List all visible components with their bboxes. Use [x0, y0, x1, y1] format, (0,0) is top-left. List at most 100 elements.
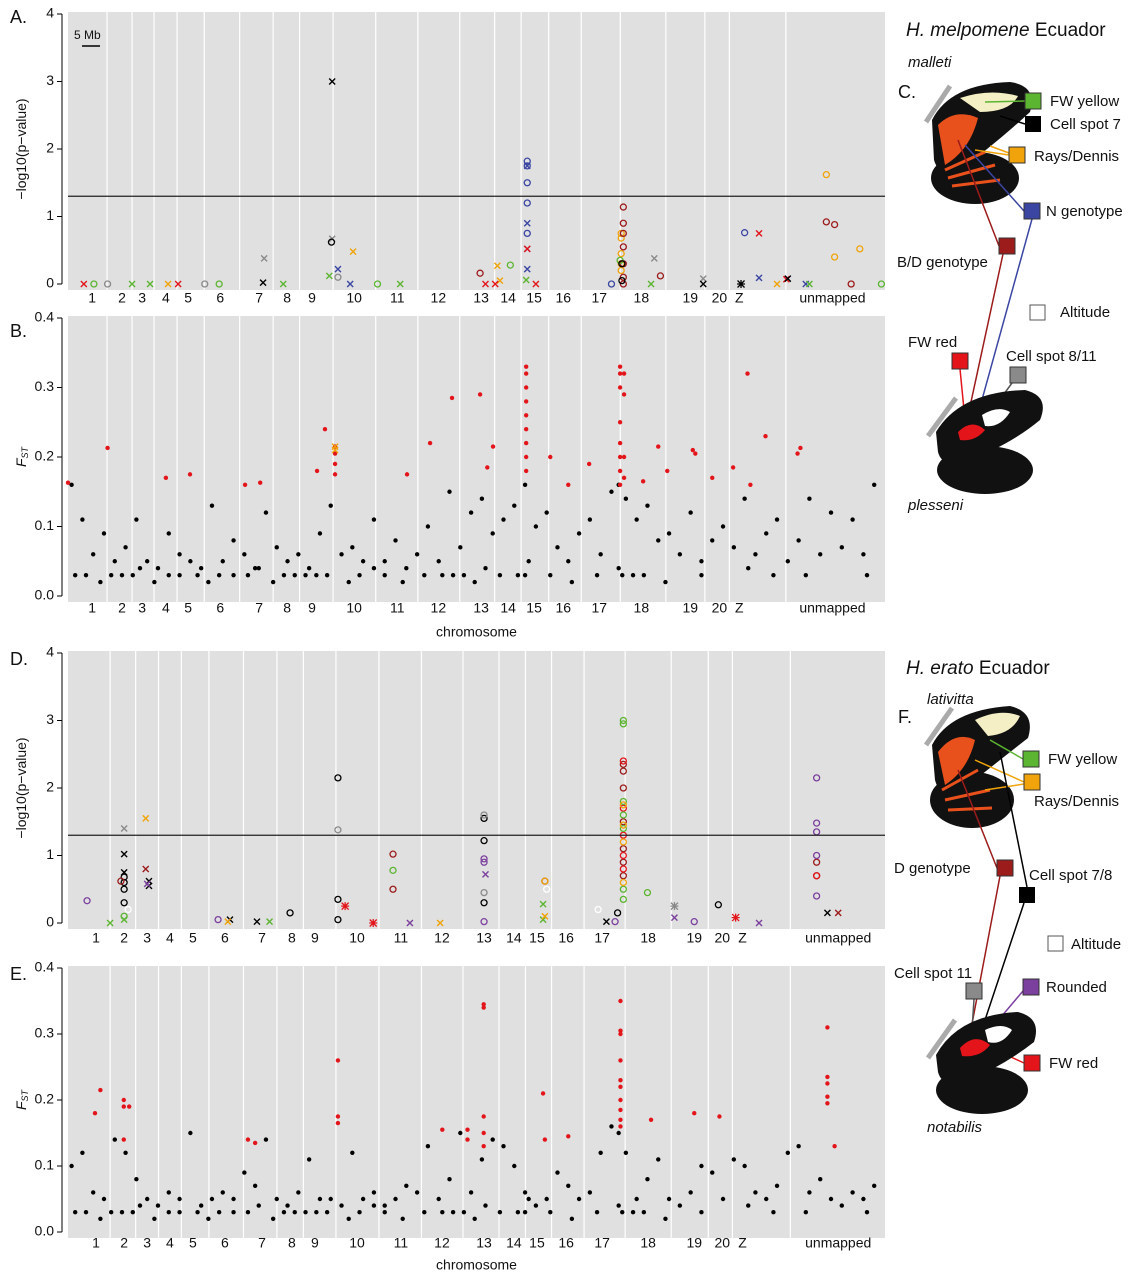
point: [617, 371, 623, 376]
point: [812, 872, 821, 880]
point: [710, 475, 715, 481]
point: [121, 1097, 126, 1103]
x-tick-label: 11: [394, 1235, 409, 1251]
node-label: FW yellow: [1048, 751, 1117, 768]
point: [174, 280, 182, 288]
point: [198, 1203, 204, 1208]
point: [619, 720, 627, 728]
form-label: lativitta: [927, 691, 974, 708]
point: [619, 845, 627, 853]
point: [523, 413, 529, 418]
node: [951, 352, 969, 370]
point: [630, 1210, 636, 1215]
point: [231, 1196, 236, 1202]
point: [755, 229, 763, 237]
node: [996, 859, 1014, 877]
point: [850, 1190, 855, 1195]
y-axis-title: FST: [13, 1088, 31, 1110]
point: [688, 1190, 693, 1195]
x-tick-label: 5: [189, 930, 197, 946]
point: [224, 918, 232, 926]
point: [619, 895, 627, 904]
point: [480, 899, 488, 907]
point: [812, 851, 821, 860]
body: [925, 1018, 958, 1060]
point: [523, 162, 531, 170]
x-tick-label: 20: [712, 600, 728, 616]
point: [123, 545, 128, 550]
point: [523, 454, 529, 460]
x-tick-label: 8: [283, 290, 291, 306]
point: [714, 901, 723, 909]
point: [263, 510, 269, 515]
point: [331, 446, 339, 454]
point: [371, 1190, 377, 1195]
x-tick-label: 1: [88, 600, 96, 616]
point: [436, 1196, 441, 1202]
x-tick-label: 5: [189, 1235, 197, 1251]
point: [656, 444, 661, 449]
point: [609, 489, 614, 494]
point: [242, 482, 248, 487]
point: [83, 1210, 89, 1215]
point: [526, 559, 531, 564]
point: [479, 496, 485, 501]
form-label: notabilis: [927, 1119, 983, 1136]
x-tick-label: 1: [88, 290, 96, 306]
point: [490, 531, 495, 536]
point: [825, 1094, 830, 1099]
point: [144, 559, 150, 564]
point: [755, 919, 763, 927]
point: [656, 538, 661, 543]
point: [373, 280, 382, 288]
point: [382, 572, 387, 578]
point: [335, 1058, 341, 1063]
point: [101, 531, 107, 536]
point: [623, 1150, 629, 1156]
point: [634, 517, 639, 522]
x-tick-label: 16: [555, 600, 571, 616]
point: [306, 1157, 312, 1162]
point: [117, 877, 125, 885]
point: [324, 572, 330, 578]
point: [317, 531, 323, 536]
point: [447, 1177, 452, 1182]
point: [522, 276, 530, 284]
x-tick-label: 6: [216, 290, 224, 306]
point: [389, 866, 397, 874]
point: [245, 572, 251, 578]
point: [303, 572, 308, 578]
point: [458, 545, 463, 550]
link: [984, 100, 1026, 103]
point: [533, 1203, 539, 1208]
point: [497, 572, 503, 578]
point: [142, 814, 150, 822]
point: [339, 1203, 344, 1208]
point: [137, 1203, 143, 1208]
point: [360, 559, 366, 564]
point: [619, 280, 627, 288]
point: [245, 1137, 251, 1142]
x-tick-label: 20: [715, 930, 731, 946]
point: [864, 1210, 870, 1215]
x-tick-label: 13: [476, 1235, 492, 1251]
x-tick-label: 18: [634, 290, 650, 306]
point: [677, 1203, 683, 1208]
point: [92, 1111, 98, 1116]
point: [523, 229, 531, 238]
x-tick-label: Z: [735, 600, 744, 616]
point: [532, 280, 540, 288]
point: [717, 1114, 722, 1119]
point: [640, 479, 646, 484]
point: [177, 1196, 182, 1202]
point: [677, 552, 683, 557]
node-label: Cell spot 7/8: [1029, 867, 1112, 884]
point: [195, 1210, 200, 1215]
point: [220, 1190, 225, 1195]
y-axis-title-main: −log10(p−value): [13, 737, 29, 838]
point: [621, 454, 627, 460]
x-tick-label: 2: [118, 600, 126, 616]
x-tick-label: 18: [634, 600, 650, 616]
scale-bar-label: 5 Mb: [74, 28, 101, 42]
point: [710, 1170, 715, 1175]
